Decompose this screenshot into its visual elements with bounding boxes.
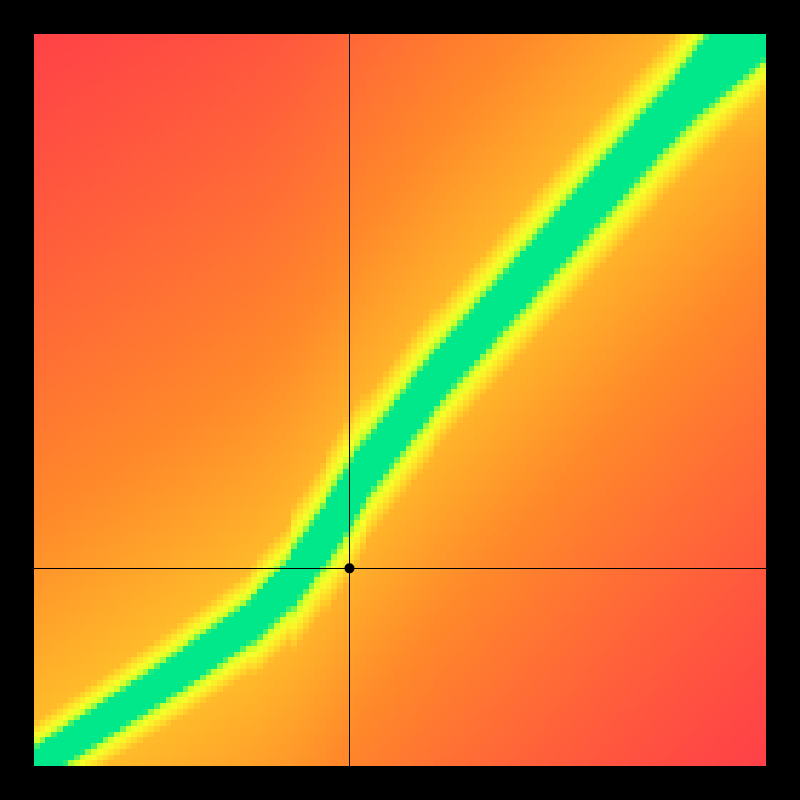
watermark-text: TheBottleneck.com (543, 6, 764, 34)
bottleneck-heatmap (34, 34, 766, 766)
chart-container: TheBottleneck.com (0, 0, 800, 800)
